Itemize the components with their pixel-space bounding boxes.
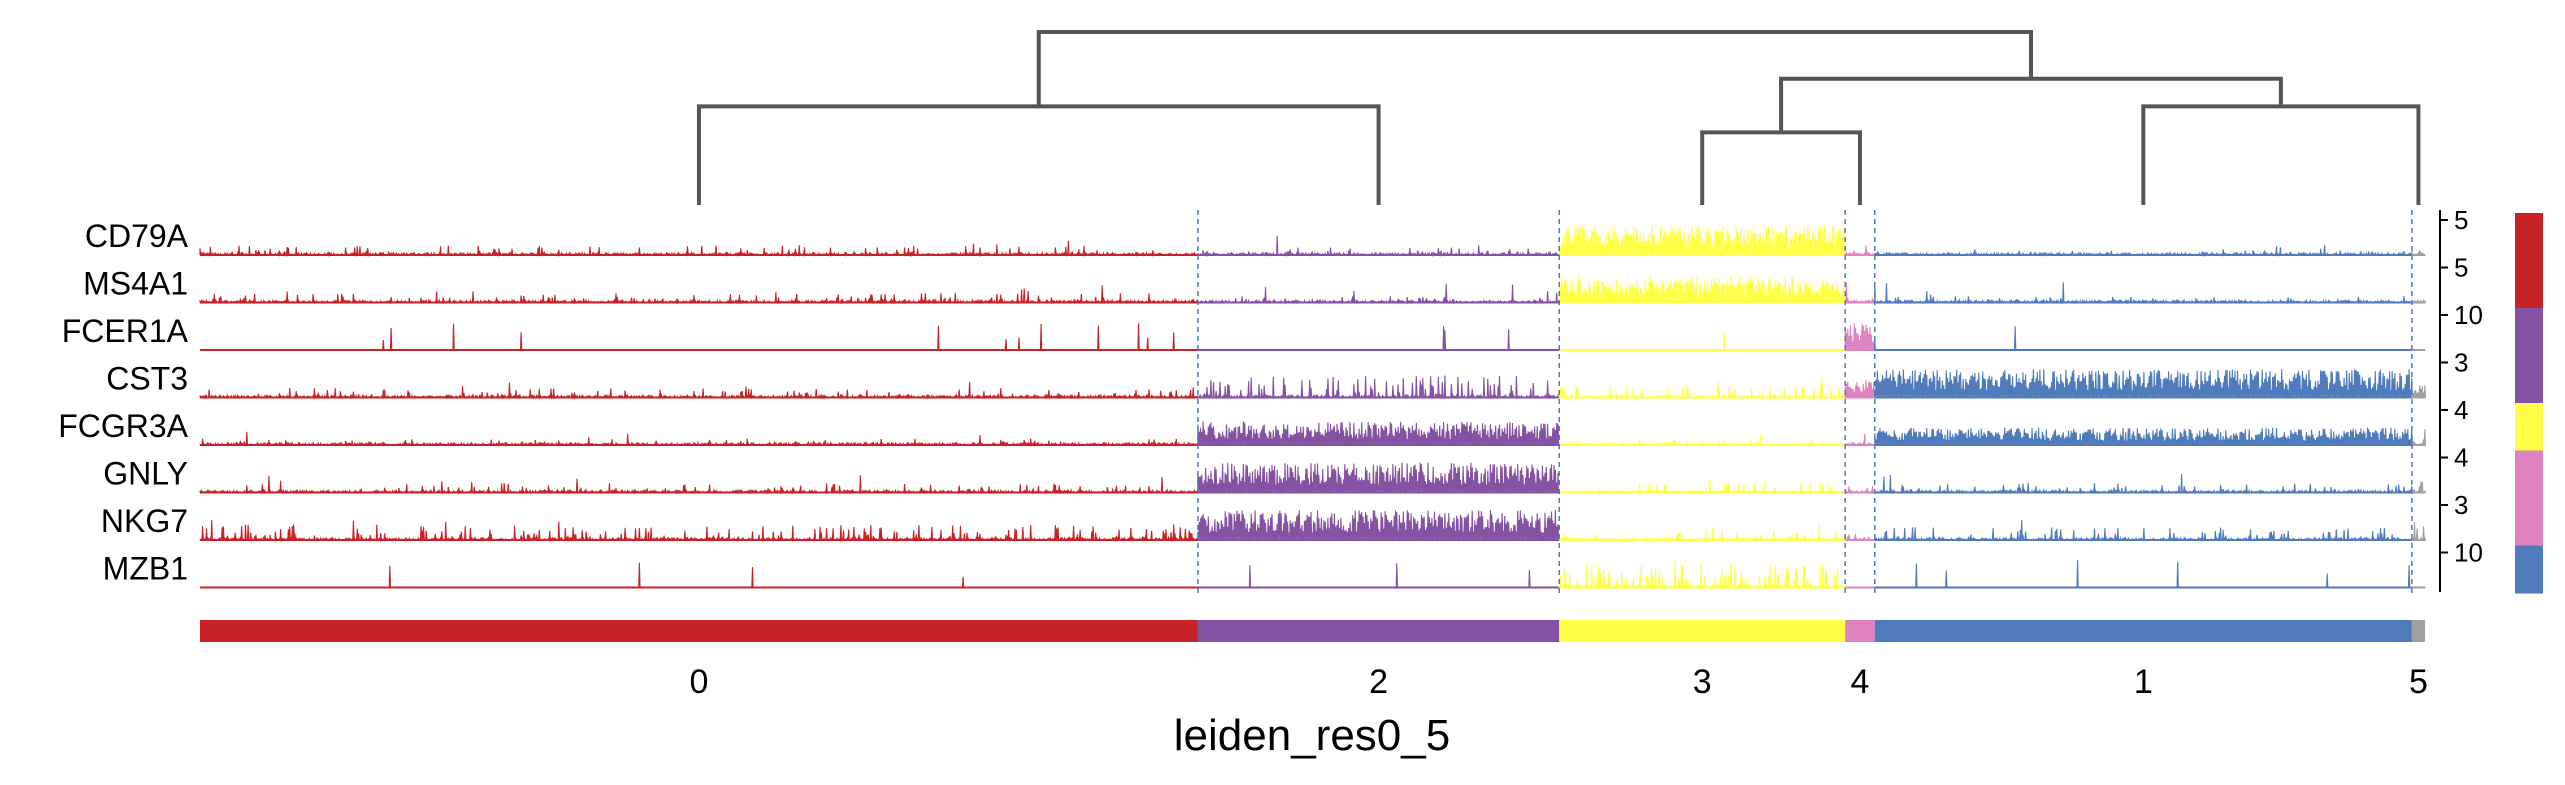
track-nkg7-cluster-1 [1874, 520, 2414, 543]
track-gnly [199, 462, 2427, 495]
gene-label-ms4a1: MS4A1 [83, 266, 188, 302]
cluster-label-1: 1 [2134, 663, 2153, 701]
dendrogram-link [696, 104, 1381, 205]
gene-group-bar-cd79a [2515, 213, 2543, 261]
cluster-label-4: 4 [1851, 663, 1870, 701]
track-fcgr3a-cluster-2 [1197, 421, 1560, 446]
cluster-bar-5 [2411, 620, 2425, 642]
track-fcgr3a-cluster-5 [2411, 428, 2427, 448]
gene-group-color-bar [2515, 213, 2543, 594]
track-nkg7-cluster-0 [199, 520, 1199, 543]
cluster-bar-2 [1197, 620, 1560, 642]
dendrogram [696, 30, 2421, 205]
track-ms4a1-cluster-0 [199, 285, 1199, 305]
track-fcer1a-cluster-4 [1844, 323, 1875, 351]
gene-scale-axis: 5 5 10 3 4 4 3 10 [2439, 205, 2483, 592]
scale-max-label: 4 [2454, 395, 2468, 425]
dendrogram-link [1700, 130, 1862, 205]
dendrogram-link [1036, 30, 2033, 107]
track-cd79a [199, 225, 2426, 258]
gene-group-bar-ms4a1 [2515, 260, 2543, 309]
track-ms4a1-cluster-3 [1558, 275, 1846, 304]
scale-max-label: 10 [2454, 300, 2483, 330]
track-cd79a-cluster-1 [1874, 245, 2414, 258]
scale-max-label: 3 [2454, 348, 2468, 378]
gene-label-gnly: GNLY [103, 456, 188, 492]
cluster-bar-4 [1845, 620, 1875, 642]
gene-group-bar-gnly [2515, 450, 2543, 499]
track-fcer1a-cluster-2 [1197, 325, 1560, 351]
track-ms4a1-cluster-4 [1844, 282, 1875, 305]
track-nkg7-cluster-2 [1197, 510, 1560, 541]
gene-group-bar-mzb1 [2515, 545, 2543, 594]
cluster-label-2: 2 [1369, 663, 1388, 701]
track-ms4a1 [199, 275, 2427, 305]
gene-group-bar-fcgr3a [2515, 403, 2543, 451]
x-axis-title: leiden_res0_5 [1174, 711, 1450, 760]
track-nkg7-cluster-5 [2411, 522, 2427, 542]
track-cst3-cluster-4 [1844, 380, 1875, 399]
gene-label-cd79a: CD79A [85, 218, 189, 254]
cluster-labels: 0 2 3 4 1 5 [689, 663, 2427, 701]
track-fcgr3a-cluster-3 [1558, 433, 1846, 448]
scale-max-label: 3 [2454, 490, 2468, 520]
track-cst3-cluster-1 [1874, 369, 2413, 399]
track-fcer1a-cluster-0 [200, 323, 1198, 351]
track-cst3 [199, 369, 2427, 400]
cluster-label-0: 0 [689, 663, 708, 701]
gene-label-fcer1a: FCER1A [62, 313, 189, 349]
track-cd79a-cluster-2 [1197, 235, 1560, 258]
cluster-color-bar [200, 620, 2425, 642]
track-mzb1-cluster-3 [1558, 562, 1846, 590]
dendrogram-link [2141, 104, 2421, 205]
track-gnly-cluster-1 [1874, 473, 2413, 495]
track-fcer1a [200, 323, 2426, 351]
track-nkg7 [199, 510, 2427, 543]
cluster-bar-3 [1559, 620, 1846, 642]
scale-max-label: 5 [2454, 253, 2468, 283]
gene-labels: CD79A MS4A1 FCER1A CST3 FCGR3A GNLY NKG7 MZB1 [58, 218, 188, 587]
scale-max-label: 4 [2454, 443, 2468, 473]
gene-label-fcgr3a: FCGR3A [58, 408, 188, 444]
cluster-label-5: 5 [2409, 663, 2428, 701]
track-fcgr3a [199, 421, 2427, 448]
track-mzb1-cluster-2 [1197, 563, 1560, 589]
track-gnly-cluster-2 [1197, 462, 1560, 494]
track-gnly-cluster-0 [199, 475, 1199, 495]
track-mzb1-cluster-0 [200, 562, 1198, 589]
track-gnly-cluster-5 [2411, 481, 2427, 495]
gene-group-bar-nkg7 [2515, 498, 2543, 546]
track-fcer1a-cluster-1 [1874, 326, 2413, 351]
track-mzb1 [200, 559, 2426, 590]
track-cd79a-cluster-4 [1844, 245, 1875, 257]
track-fcgr3a-cluster-1 [1874, 427, 2413, 446]
cluster-label-3: 3 [1693, 663, 1712, 701]
scale-max-label: 5 [2454, 205, 2468, 235]
track-gnly-cluster-3 [1558, 478, 1846, 495]
track-nkg7-cluster-3 [1558, 523, 1846, 543]
track-cst3-cluster-0 [199, 381, 1199, 400]
gene-label-mzb1: MZB1 [103, 551, 188, 587]
track-cst3-cluster-5 [2411, 385, 2427, 399]
cluster-bar-1 [1874, 620, 2412, 642]
track-fcgr3a-cluster-0 [199, 431, 1199, 448]
scale-max-label: 10 [2454, 538, 2483, 568]
expression-tracks [199, 210, 2427, 595]
track-cd79a-cluster-3 [1558, 225, 1846, 256]
track-cst3-cluster-3 [1558, 378, 1846, 400]
track-ms4a1-cluster-2 [1197, 283, 1560, 305]
track-mzb1-cluster-1 [1874, 559, 2413, 589]
track-fcgr3a-cluster-4 [1844, 434, 1875, 447]
track-fcer1a-cluster-3 [1559, 333, 1846, 351]
gene-group-bar-cst3 [2515, 355, 2543, 404]
cluster-bar-0 [200, 620, 1198, 642]
gene-label-nkg7: NKG7 [101, 503, 188, 539]
track-cd79a-cluster-0 [199, 240, 1199, 258]
track-cst3-cluster-2 [1197, 375, 1560, 400]
gene-label-cst3: CST3 [106, 361, 188, 397]
track-ms4a1-cluster-1 [1874, 282, 2414, 305]
gene-group-bar-fcer1a [2515, 308, 2543, 356]
